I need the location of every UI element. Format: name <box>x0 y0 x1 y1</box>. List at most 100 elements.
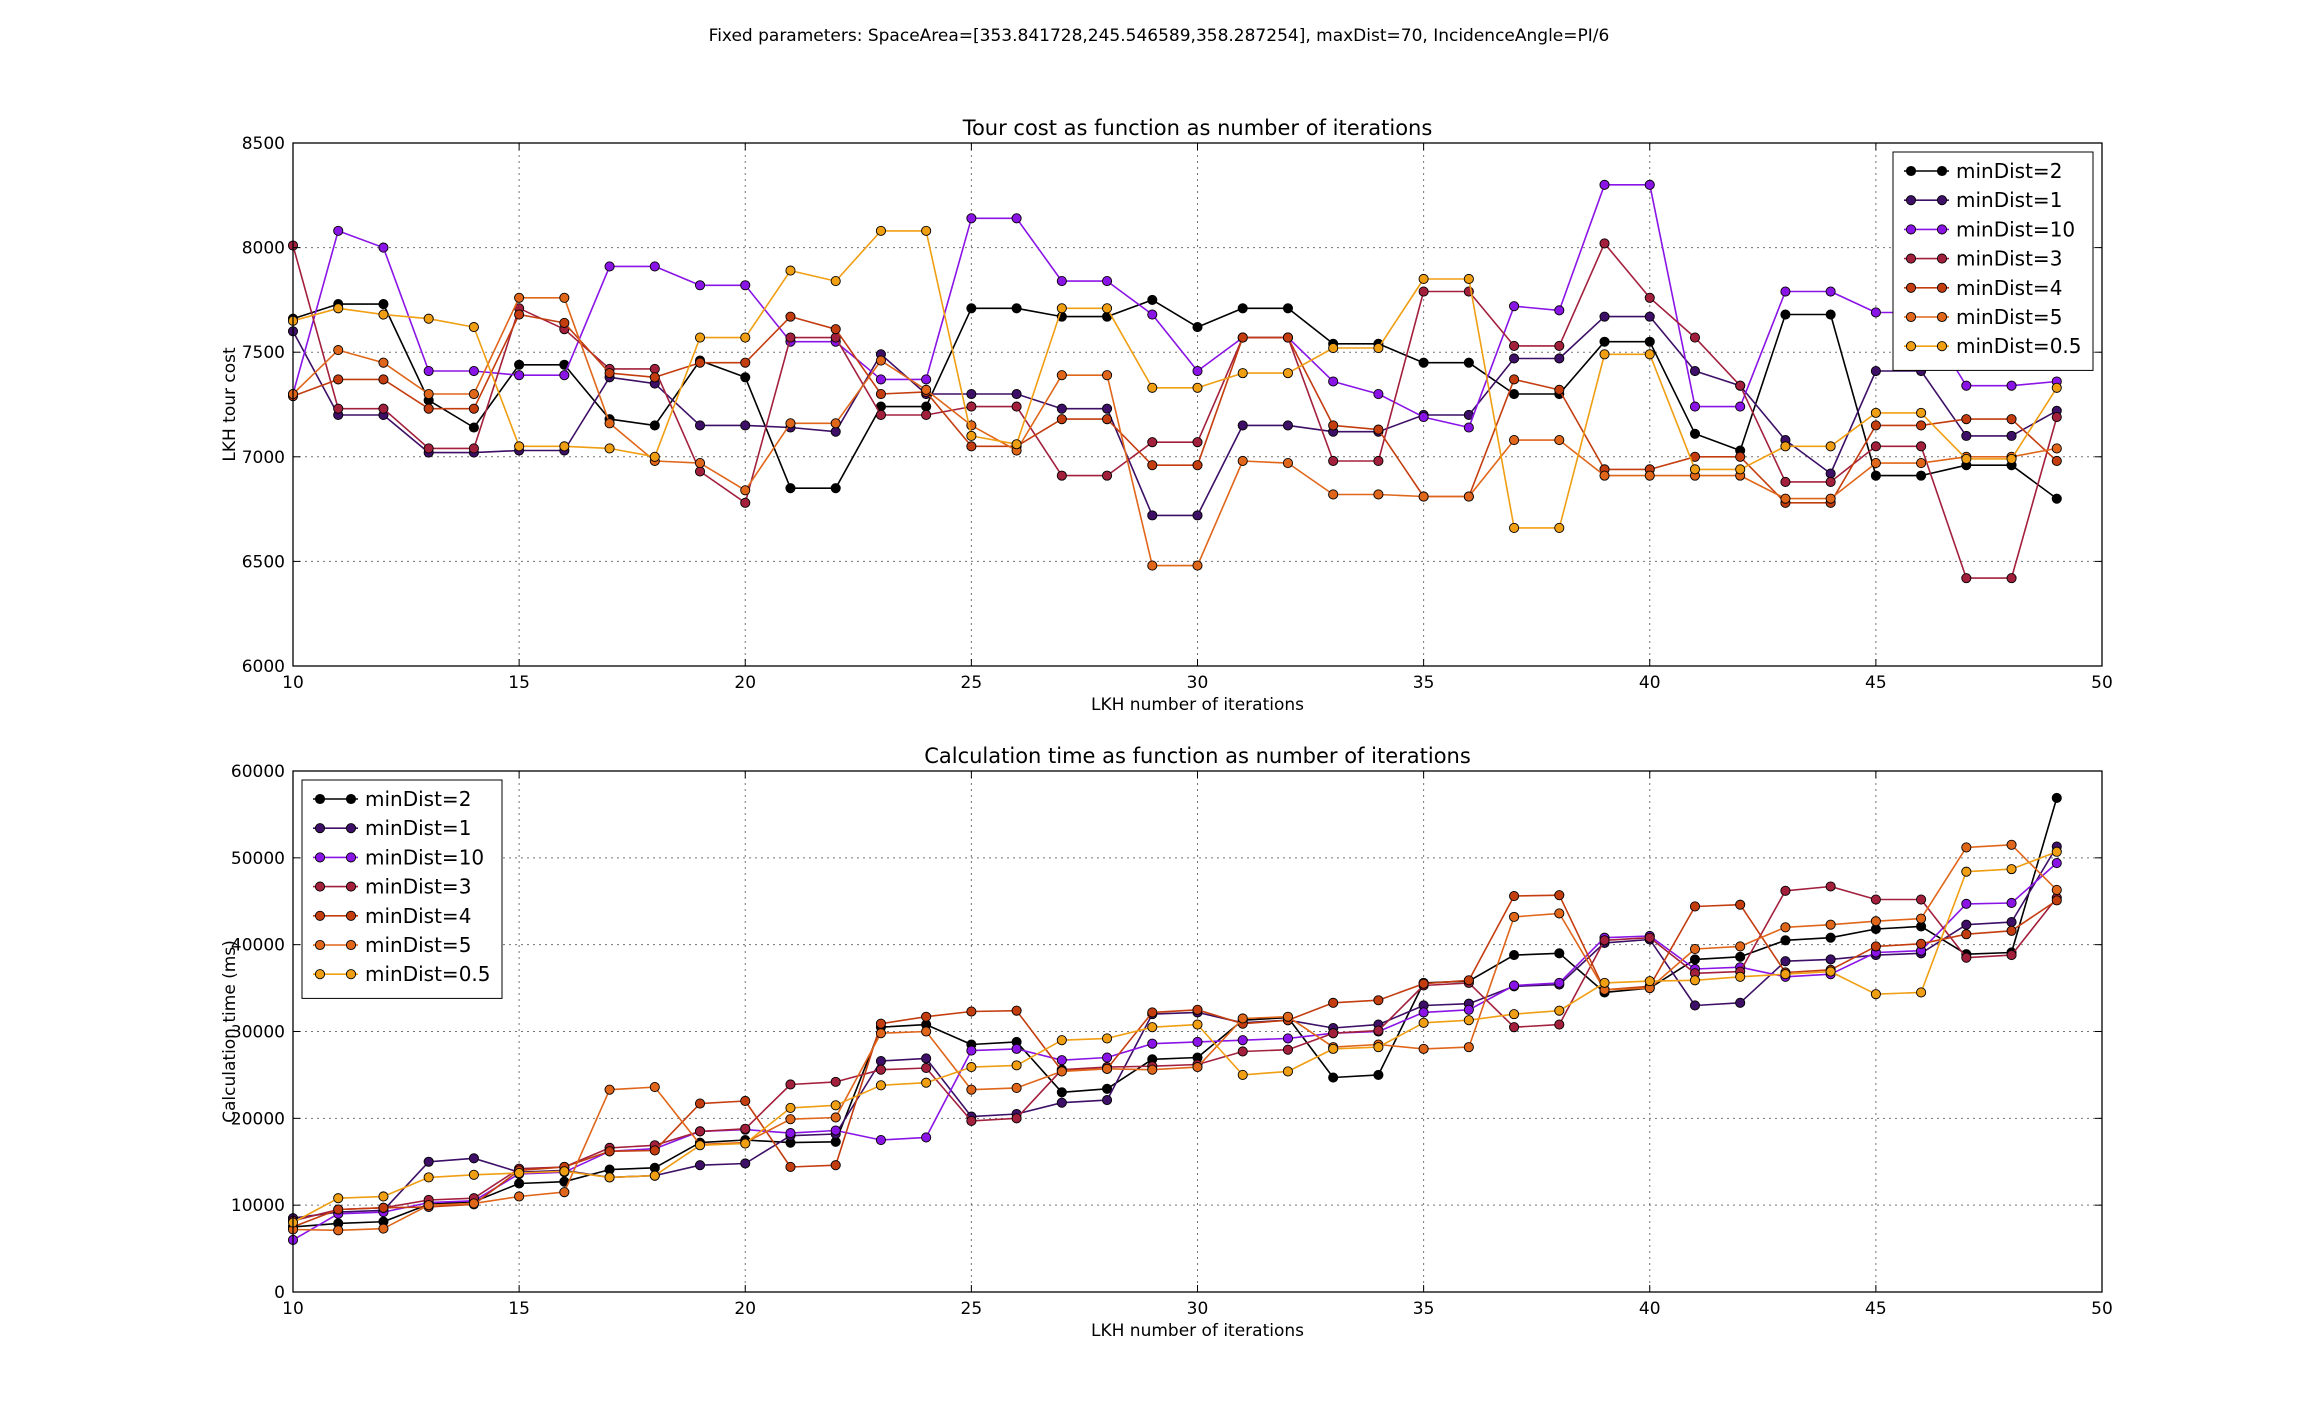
legend-label: minDist=1 <box>365 816 471 840</box>
x-tick-label: 10 <box>282 1299 304 1319</box>
data-point <box>1554 353 1565 364</box>
series-line <box>292 885 2058 1222</box>
data-point <box>649 261 660 272</box>
data-point <box>1599 470 1610 481</box>
data-point <box>378 403 389 414</box>
data-point <box>1509 353 1520 364</box>
data-point <box>1644 179 1655 190</box>
data-point <box>1102 1033 1113 1044</box>
data-point <box>1056 470 1067 481</box>
legend-marker <box>1905 311 1917 323</box>
legend-label: minDist=4 <box>1956 276 2062 300</box>
data-point <box>604 368 615 379</box>
data-point <box>333 303 344 314</box>
data-point <box>1237 1035 1248 1046</box>
data-point <box>1509 1009 1520 1020</box>
x-tick-label: 45 <box>1865 1299 1887 1319</box>
data-point <box>785 311 796 322</box>
data-point <box>2051 455 2062 467</box>
legend-marker <box>345 881 357 892</box>
data-point <box>1192 560 1203 571</box>
data-point <box>1102 303 1113 314</box>
data-point <box>1509 1022 1520 1033</box>
data-point <box>740 1095 751 1107</box>
x-tick-label: 20 <box>734 1299 756 1319</box>
data-point <box>1102 1052 1113 1063</box>
data-point <box>830 1076 841 1087</box>
data-point <box>1780 885 1791 896</box>
data-point <box>875 1080 886 1091</box>
data-point <box>1373 995 1384 1006</box>
legend-label: minDist=2 <box>1956 159 2062 183</box>
legend-label: minDist=4 <box>365 904 471 928</box>
data-point <box>740 485 751 496</box>
data-point <box>1554 948 1565 959</box>
data-point <box>423 443 434 454</box>
data-point <box>1328 376 1339 387</box>
data-point <box>1644 336 1655 347</box>
data-point <box>1961 430 1972 441</box>
data-point <box>1735 464 1746 475</box>
data-point <box>1735 951 1746 962</box>
data-point <box>1328 342 1339 354</box>
data-point <box>649 451 660 462</box>
data-point <box>1282 332 1293 343</box>
legend-marker <box>314 969 326 980</box>
legend-label: minDist=5 <box>1956 305 2062 329</box>
tour-cost-chart: 10 15 20 25 30 35 40 45 50 6000 6500 7000 7500 8000 85… <box>220 116 2113 715</box>
data-point <box>1282 420 1293 431</box>
data-point <box>514 359 525 370</box>
data-point <box>1961 414 1972 425</box>
data-point <box>378 309 389 320</box>
data-point <box>2006 917 2017 928</box>
data-point <box>1328 997 1339 1008</box>
data-point <box>830 1112 841 1123</box>
data-point <box>1689 901 1701 912</box>
data-point <box>1102 1063 1113 1074</box>
data-point <box>468 322 479 333</box>
data-point <box>1509 980 1520 991</box>
data-point <box>1282 368 1293 379</box>
data-point <box>1418 1017 1429 1028</box>
legend-label: minDist=0.5 <box>365 962 491 986</box>
data-point <box>875 1055 886 1067</box>
y-axis-label: Calculation time (ms) <box>220 940 240 1123</box>
data-point <box>1011 1043 1022 1054</box>
data-point <box>1780 969 1791 980</box>
data-point <box>1554 977 1565 988</box>
data-point <box>1373 1042 1384 1053</box>
data-point <box>1011 303 1022 314</box>
data-point <box>514 292 525 303</box>
data-point <box>1509 890 1520 902</box>
data-point <box>1870 365 1881 377</box>
chart-title: Calculation time as function as number o… <box>924 744 1471 768</box>
x-axis-label: LKH number of iterations <box>1091 695 1304 715</box>
data-point <box>1870 894 1881 905</box>
data-point <box>514 1191 525 1202</box>
data-point <box>1237 420 1248 431</box>
data-point <box>740 332 751 343</box>
data-point <box>1282 1011 1293 1022</box>
data-point <box>875 388 886 400</box>
data-point <box>468 1153 479 1164</box>
data-point <box>921 384 932 395</box>
data-point <box>966 213 977 224</box>
data-point <box>1509 522 1520 533</box>
data-point <box>1147 460 1158 471</box>
data-point <box>1373 1069 1384 1080</box>
legend-label: minDist=2 <box>365 787 471 811</box>
legend-marker <box>314 823 326 834</box>
data-point <box>1102 414 1113 425</box>
data-point <box>559 1166 570 1177</box>
data-point <box>830 418 841 429</box>
data-point <box>830 276 841 287</box>
data-point <box>1373 455 1384 467</box>
data-point <box>1282 1066 1293 1077</box>
data-point <box>921 1132 932 1143</box>
data-point <box>1192 510 1203 521</box>
legend-label: minDist=0.5 <box>1956 334 2082 358</box>
data-point <box>2006 897 2017 909</box>
data-point <box>649 1082 660 1093</box>
data-point <box>921 1077 932 1088</box>
legend-marker <box>1936 311 1948 323</box>
